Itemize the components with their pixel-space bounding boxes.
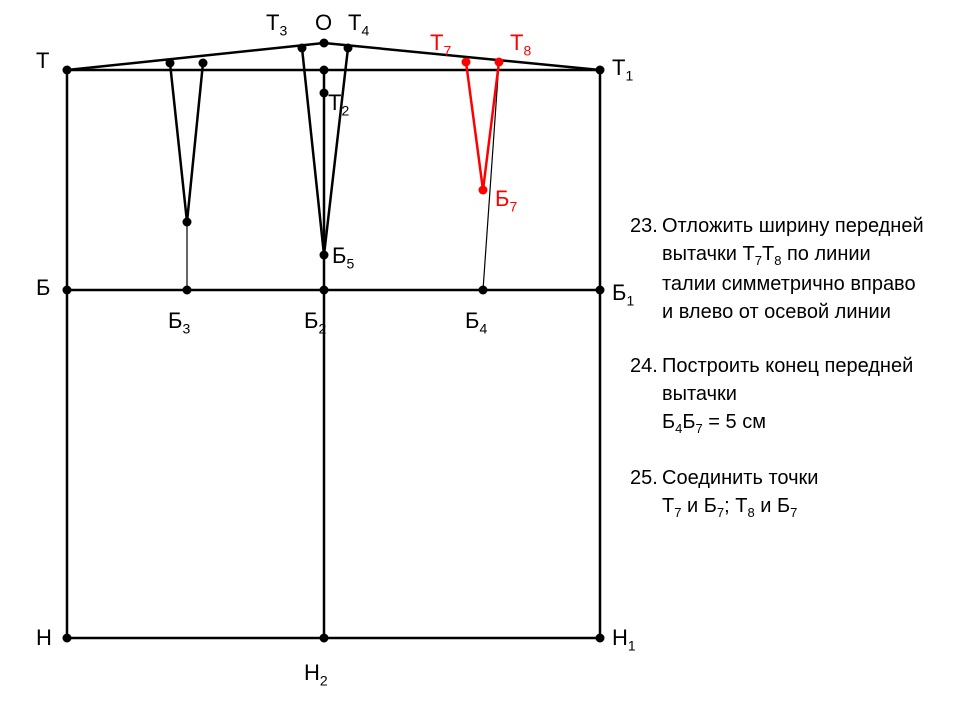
instruction-24: 24.Построить конец передней вытачки Б4Б7…	[630, 352, 940, 438]
label-O: О	[315, 10, 332, 36]
label-B7: Б7	[495, 186, 517, 214]
instruction-25: 25.Соединить точкиТ7 и Б7; Т8 и Б7	[630, 464, 940, 522]
label-T1: Т1	[612, 55, 633, 83]
label-B4: Б4	[465, 308, 487, 336]
label-H1: Н1	[612, 625, 636, 653]
label-T7: Т7	[430, 30, 451, 58]
label-H: Н	[36, 625, 52, 651]
label-B2: Б2	[304, 308, 326, 336]
label-T8: Т8	[510, 30, 531, 58]
label-T: Т	[36, 48, 49, 74]
label-T2: Т2	[328, 90, 349, 118]
instruction-23: 23.Отложить ширину передней вытачки Т7Т8…	[630, 212, 940, 326]
label-T3: Т3	[266, 10, 287, 38]
instructions-panel: 23.Отложить ширину передней вытачки Т7Т8…	[630, 212, 940, 549]
label-T4: Т4	[348, 10, 369, 38]
label-B: Б	[36, 275, 50, 301]
label-B5: Б5	[332, 243, 354, 271]
label-H2: Н2	[304, 660, 328, 688]
label-B3: Б3	[168, 308, 190, 336]
